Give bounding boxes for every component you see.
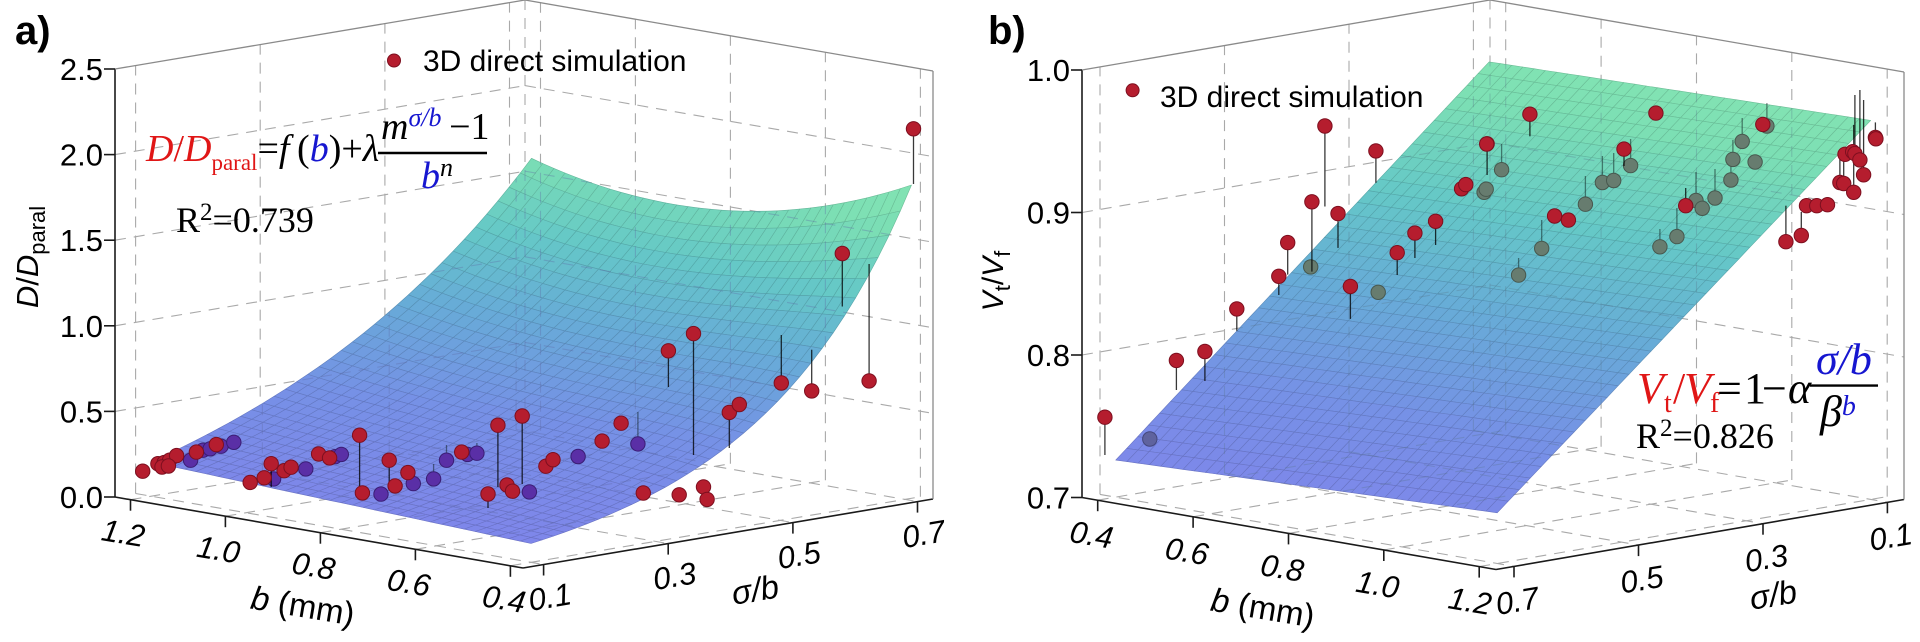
svg-text:0.6: 0.6 <box>1163 531 1212 573</box>
svg-text:2.5: 2.5 <box>60 52 103 87</box>
svg-text:1.0: 1.0 <box>194 529 242 571</box>
svg-text:Vt/Vf: Vt/Vf <box>977 250 1015 312</box>
svg-text:D/Dparal=f (b)+λ: D/Dparal=f (b)+λ <box>145 128 379 175</box>
svg-text:0.9: 0.9 <box>1027 196 1070 231</box>
svg-text:0.3: 0.3 <box>1742 538 1790 580</box>
svg-text:3D direct simulation: 3D direct simulation <box>1160 81 1423 114</box>
svg-text:b): b) <box>988 9 1026 53</box>
svg-text:1.2: 1.2 <box>99 512 147 554</box>
svg-text:1.0: 1.0 <box>60 309 103 344</box>
svg-text:mσ/b −1: mσ/b −1 <box>381 103 490 148</box>
svg-text:0.6: 0.6 <box>385 562 434 604</box>
svg-text:0.1: 0.1 <box>1867 516 1915 558</box>
svg-text:1.2: 1.2 <box>1446 580 1494 622</box>
svg-text:σ/b: σ/b <box>1747 572 1800 616</box>
svg-text:0.3: 0.3 <box>650 555 698 597</box>
svg-text:0.0: 0.0 <box>60 480 103 515</box>
svg-text:a): a) <box>15 9 51 53</box>
svg-text:0.4: 0.4 <box>480 578 528 620</box>
svg-text:R2=0.826: R2=0.826 <box>1636 415 1774 456</box>
svg-text:0.8: 0.8 <box>1027 338 1070 373</box>
svg-text:1.5: 1.5 <box>60 223 103 258</box>
svg-text:0.5: 0.5 <box>60 394 103 429</box>
svg-text:bn: bn <box>421 153 453 197</box>
svg-text:0.5: 0.5 <box>775 534 824 576</box>
svg-text:0.7: 0.7 <box>1493 580 1543 622</box>
svg-text:Vt/Vf=1−α: Vt/Vf=1−α <box>1637 364 1812 419</box>
svg-text:βb: βb <box>1819 387 1856 436</box>
svg-text:0.4: 0.4 <box>1067 514 1115 556</box>
svg-text:0.5: 0.5 <box>1618 559 1667 601</box>
svg-text:D/Dparal: D/Dparal <box>10 206 50 308</box>
svg-text:1.0: 1.0 <box>1027 53 1070 88</box>
svg-text:3D direct simulation: 3D direct simulation <box>423 45 686 78</box>
svg-text:0.8: 0.8 <box>1258 547 1307 589</box>
svg-text:2.0: 2.0 <box>60 138 103 173</box>
svg-text:σ/b: σ/b <box>1816 335 1872 384</box>
svg-text:0.7: 0.7 <box>1027 481 1070 516</box>
svg-text:1.0: 1.0 <box>1353 564 1401 606</box>
svg-text:0.8: 0.8 <box>289 545 338 587</box>
svg-text:R2=0.739: R2=0.739 <box>176 199 314 240</box>
svg-text:σ/b: σ/b <box>729 567 782 611</box>
svg-text:0.7: 0.7 <box>900 513 950 555</box>
svg-text:0.1: 0.1 <box>526 576 574 618</box>
